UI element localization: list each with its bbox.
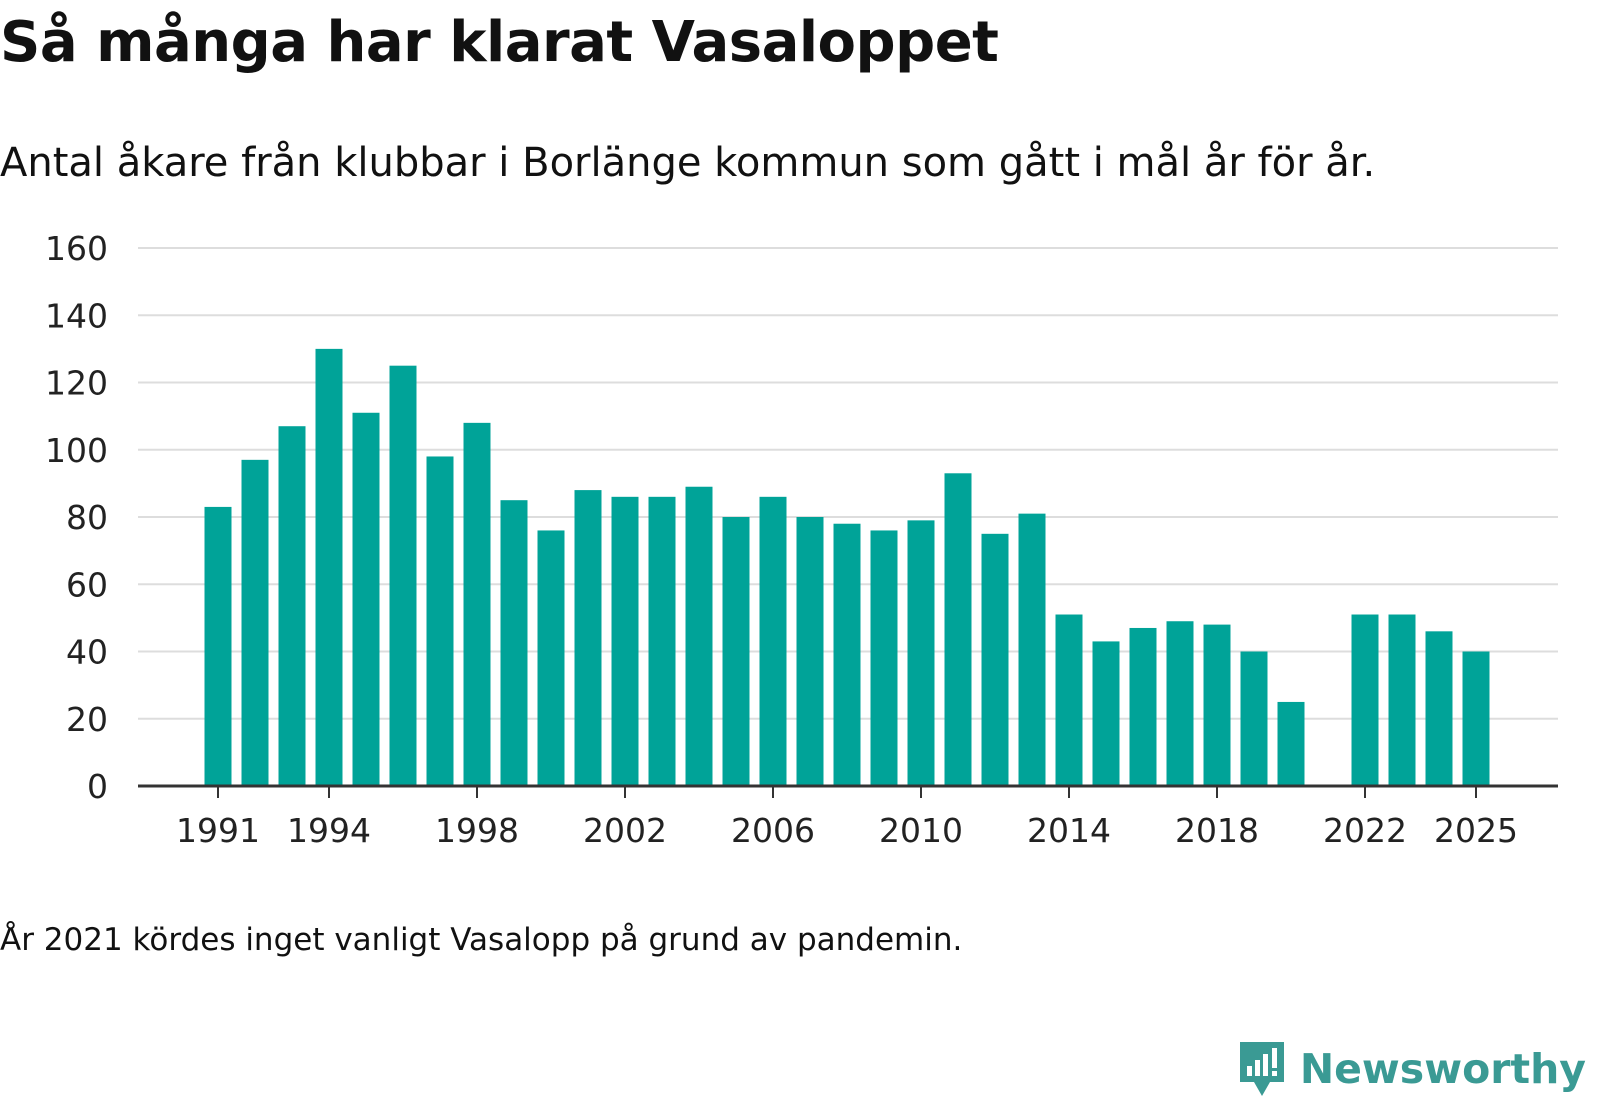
brand-logo: Newsworthy xyxy=(1236,1040,1586,1098)
x-tick-label: 2010 xyxy=(879,811,963,850)
bar-2004 xyxy=(685,486,713,786)
y-tick-label: 100 xyxy=(45,431,108,470)
bar-2001 xyxy=(574,490,602,786)
bars xyxy=(204,348,1490,786)
bar-2013 xyxy=(1018,513,1046,786)
bar-1994 xyxy=(315,348,343,786)
bar-2003 xyxy=(648,496,676,786)
bar-2005 xyxy=(722,517,750,786)
bar-2024 xyxy=(1425,631,1453,786)
newsworthy-logo-icon xyxy=(1239,1042,1284,1096)
bar-1996 xyxy=(389,365,417,786)
bar-2018 xyxy=(1203,624,1231,786)
bar-2009 xyxy=(870,530,898,786)
chart-subtitle: Antal åkare från klubbar i Borlänge komm… xyxy=(0,140,1376,186)
bar-2000 xyxy=(537,530,565,786)
bar-chart: 0 20 40 60 80 100 120 140 160 1991 1994 1998 2002 200… xyxy=(45,229,1558,850)
bar-1995 xyxy=(352,412,380,786)
bar-2025 xyxy=(1462,651,1490,786)
chart-title: Så många har klarat Vasaloppet xyxy=(0,10,999,75)
bar-2006 xyxy=(759,496,787,786)
bar-2012 xyxy=(981,533,1009,786)
bar-2022 xyxy=(1351,614,1379,786)
bar-1991 xyxy=(204,506,232,786)
y-tick-label: 20 xyxy=(66,700,108,739)
y-tick-label: 0 xyxy=(87,767,108,806)
y-tick-label: 140 xyxy=(45,296,108,335)
y-tick-label: 60 xyxy=(66,565,108,604)
bar-2017 xyxy=(1166,621,1194,786)
footnote: År 2021 kördes inget vanligt Vasalopp på… xyxy=(0,922,963,958)
x-tick-label: 2018 xyxy=(1175,811,1259,850)
brand-name: Newsworthy xyxy=(1299,1045,1586,1093)
bar-2014 xyxy=(1055,614,1083,786)
bar-2011 xyxy=(944,473,972,786)
x-tick-label: 2025 xyxy=(1434,811,1518,850)
x-tick-label: 2006 xyxy=(731,811,815,850)
bar-2020 xyxy=(1277,701,1305,786)
bar-1992 xyxy=(241,459,269,786)
x-tick-label: 2022 xyxy=(1323,811,1407,850)
bar-2016 xyxy=(1129,627,1157,786)
bar-2023 xyxy=(1388,614,1416,786)
bar-2007 xyxy=(796,517,824,786)
x-tick-label: 1991 xyxy=(176,811,260,850)
bar-2010 xyxy=(907,520,935,786)
axes: 0 20 40 60 80 100 120 140 160 1991 1994 1998 2002 200… xyxy=(45,229,1558,850)
x-tick-label: 1994 xyxy=(287,811,371,850)
bar-2019 xyxy=(1240,651,1268,786)
x-tick-label: 2002 xyxy=(583,811,667,850)
x-tick-label: 2014 xyxy=(1027,811,1111,850)
bar-2002 xyxy=(611,496,639,786)
bar-1997 xyxy=(426,456,454,786)
bar-2008 xyxy=(833,523,861,786)
y-tick-label: 160 xyxy=(45,229,108,268)
x-tick-label: 1998 xyxy=(435,811,519,850)
bar-2015 xyxy=(1092,641,1120,786)
bar-1993 xyxy=(278,426,306,786)
bar-1998 xyxy=(463,422,491,786)
y-tick-label: 80 xyxy=(66,498,108,537)
y-tick-label: 120 xyxy=(45,364,108,403)
y-tick-label: 40 xyxy=(66,633,108,672)
bar-1999 xyxy=(500,500,528,786)
